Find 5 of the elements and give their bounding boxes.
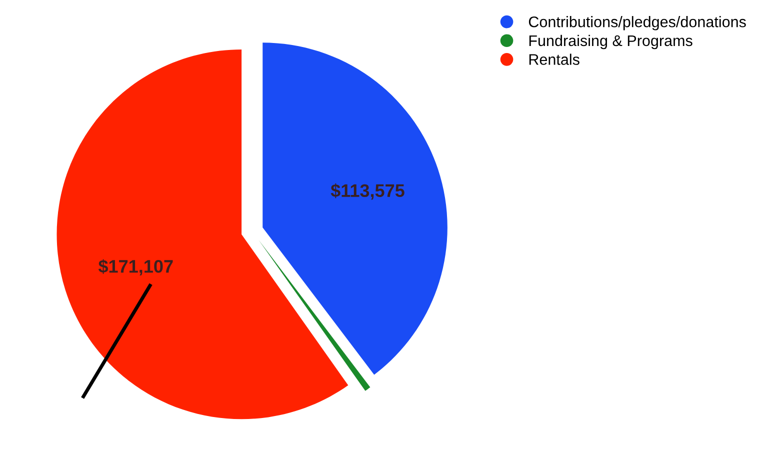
legend-label: Contributions/pledges/donations — [528, 16, 746, 30]
legend-label: Rentals — [529, 54, 580, 65]
legend-label: Fundraising & Programs — [529, 34, 692, 50]
data-label: $171,107 — [98, 259, 173, 276]
data-label: $113,575 — [330, 183, 404, 200]
